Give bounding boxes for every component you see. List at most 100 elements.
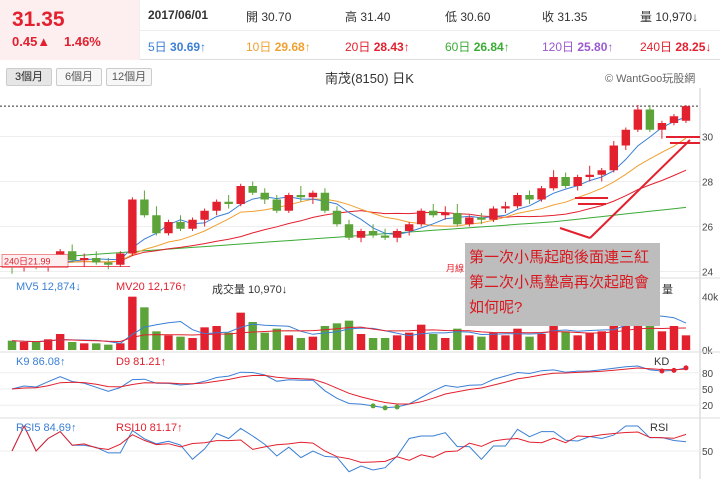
price-tick-label: 30 [702,133,714,144]
volume-bar [513,328,522,350]
volume-bar [200,327,209,350]
ma-value: 26.84↑ [473,40,510,54]
kd-overbought-dot [683,365,689,371]
volume-bar [501,335,510,350]
candle-body [152,215,161,234]
tab-6-months[interactable]: 6個月 [56,68,102,86]
ma-4: 120日 25.80↑ [542,38,613,55]
candle-body [344,224,354,238]
kd-tick-label: 20 [702,401,714,412]
candle-body [284,195,294,211]
ma-label: 120日 [542,40,575,54]
candle-body [501,206,510,209]
price-change-percent: 1.46% [64,34,101,49]
volume-bar [344,320,354,350]
candle-body [188,219,197,229]
k-line [11,365,687,409]
volume-bar [429,334,438,350]
volume-bar [128,296,137,350]
candle-body [320,192,330,211]
ma-value: 25.80↑ [577,40,614,54]
candle-body [453,213,462,225]
volume-bar [681,335,691,350]
kd-tick-label: 50 [702,385,714,396]
candle-body [537,188,546,200]
rsi5-line [11,424,687,473]
volume-bar [55,334,65,350]
candle-body [200,210,209,220]
candle-body [669,116,679,123]
ma-2: 20日 28.43↑ [345,38,410,55]
price-tick-label: 28 [702,178,714,189]
rsi10-label: RSI10 81.17↑ [116,422,183,434]
volume-bar [549,319,558,350]
ma-value: 28.25↓ [675,40,712,54]
quote-date: 2017/06/01 [148,8,209,22]
ma-value: 28.43↑ [373,40,410,54]
mv5-label: MV5 12,874↓ [16,281,81,293]
annotation-line-1: 第一次小馬起跑後面連三紅 [469,249,650,266]
ma240-label: 240日21.99 [4,257,51,267]
chart-credit: © WantGoo玩股網 [605,73,696,85]
candle-body [392,231,402,238]
volume-bar [477,336,486,350]
ma240-label-box [1,254,69,268]
candle-body [657,123,667,130]
kd-oversold-dot [382,405,388,411]
kd-overbought-dot [671,367,677,373]
tab-3-months[interactable]: 3個月 [6,68,52,86]
volume-bar [31,342,41,350]
volume-bar [621,308,631,350]
ma-3: 60日 26.84↑ [445,38,510,55]
candle-body [477,217,486,220]
volume-field: 量 10,970↓ [640,8,698,25]
ma-label: 240日 [640,40,673,54]
volume-bar [272,328,282,350]
volume-bar [152,331,161,350]
volume-bar [465,335,474,350]
candle-body [380,235,390,238]
volume-bar [609,318,618,350]
candle-body [128,199,137,254]
ma-label: 60日 [445,40,471,54]
candle-body [116,253,125,265]
candle-body [489,208,498,220]
high-field: 高 31.40 [345,8,390,25]
annotation-arrow-2 [559,227,591,239]
candle-body [212,201,221,211]
kd-overbought-dot [659,368,665,374]
volume-bar [453,328,462,350]
close-field: 收 31.35 [542,8,587,25]
price-change: 0.45▲ [12,34,51,49]
volume-bar [489,332,498,350]
ma-label: 20日 [345,40,371,54]
volume-bar [260,332,269,350]
candle-body [296,195,306,198]
volume-bar [92,343,101,350]
ma-1: 10日 29.68↑ [246,38,311,55]
kd-oversold-dot [394,404,400,410]
candle-body [573,177,582,186]
chart-title: 南茂(8150) 日K [325,71,414,86]
close-value: 31.35 [557,10,588,24]
candle-body [332,210,342,225]
high-value: 31.40 [360,10,391,24]
rsi-tick-label: 50 [702,447,714,458]
volume-bar [176,336,185,350]
volume-bar [537,334,546,350]
volume-bar [320,326,330,350]
candle-body [104,262,113,265]
candle-body [416,210,426,225]
candle-body [80,258,89,261]
candle-body [140,199,149,216]
candle-body [260,192,269,200]
candle-body [465,217,474,225]
tab-12-months[interactable]: 12個月 [106,68,152,86]
volume-bar [7,340,17,350]
candle-body [585,174,594,177]
annotation-box: 第一次小馬起跑後面連三紅 第二次小馬墊高再次起跑會 如何呢? [465,243,660,326]
kd-tick-label: 80 [702,369,714,380]
volume-tick-label: 40k [702,293,719,304]
ma-label: 10日 [246,40,272,54]
